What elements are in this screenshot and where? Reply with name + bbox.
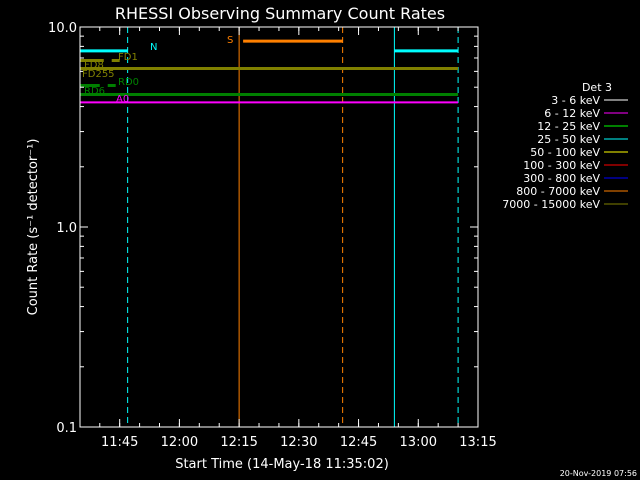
x-axis-label: Start Time (14-May-18 11:35:02) (175, 457, 389, 472)
x-tick-label: 12:30 (280, 435, 317, 450)
legend-entry-label: 3 - 6 keV (551, 94, 600, 107)
y-tick-label: 0.1 (56, 421, 77, 436)
legend-entry-label: 12 - 25 keV (537, 120, 600, 133)
x-tick-label: 12:00 (161, 435, 198, 450)
x-tick-label: 11:45 (101, 435, 138, 450)
x-tick-label: 13:00 (400, 435, 437, 450)
x-tick-label: 12:45 (340, 435, 377, 450)
legend-entry-label: 300 - 800 keV (523, 172, 600, 185)
legend-entry-label: 7000 - 15000 keV (502, 198, 600, 211)
flag-label: S (227, 35, 233, 46)
legend-title: Det 3 (582, 81, 612, 94)
flag-label: FD1 (118, 52, 138, 63)
legend-entry-label: 100 - 300 keV (523, 159, 600, 172)
legend-entry-label: 50 - 100 keV (530, 146, 600, 159)
flag-label: FD8 (84, 60, 104, 71)
y-tick-label: 1.0 (56, 221, 77, 236)
x-tick-label: 13:15 (459, 435, 496, 450)
flag-label: RD0 (118, 77, 139, 88)
y-tick-label: 10.0 (48, 21, 77, 36)
x-tick-label: 12:15 (220, 435, 257, 450)
chart-title: RHESSI Observing Summary Count Rates (115, 4, 445, 23)
timestamp: 20-Nov-2019 07:56 (560, 469, 637, 478)
legend-entry-label: 800 - 7000 keV (516, 185, 600, 198)
flag-label: A0 (116, 94, 129, 105)
legend-entry-label: 6 - 12 keV (544, 107, 600, 120)
flag-label: RD6 (84, 86, 105, 97)
flag-label: N (150, 42, 157, 53)
flag-label: FD255 (82, 69, 115, 80)
legend-entry-label: 25 - 50 keV (537, 133, 600, 146)
y-axis-label: Count Rate (s⁻¹ detector⁻¹) (26, 139, 41, 316)
